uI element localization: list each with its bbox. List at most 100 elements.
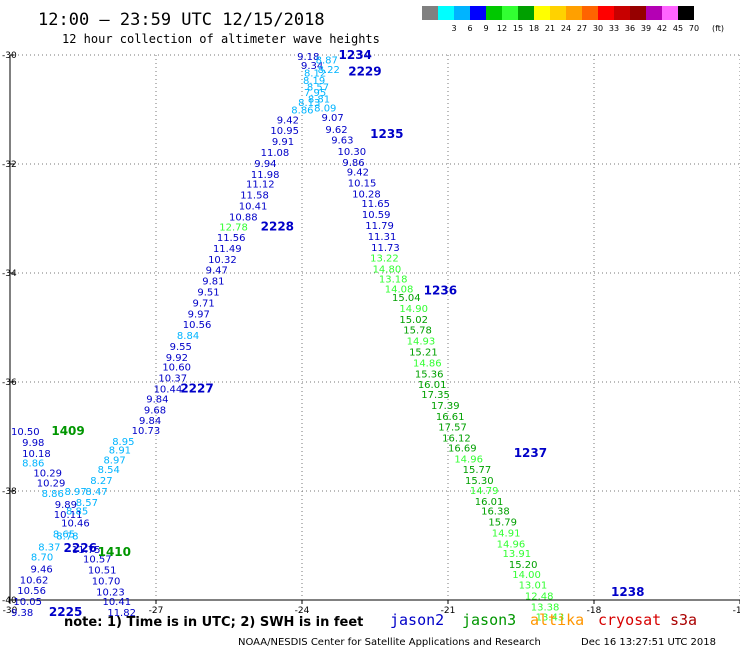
wave-height-label: 8.57 bbox=[307, 83, 329, 94]
wave-height-label: 17.35 bbox=[421, 390, 450, 401]
wave-height-label: 16.38 bbox=[481, 507, 510, 518]
page-title: 12:00 – 23:59 UTC 12/15/2018 bbox=[38, 10, 325, 30]
pass-time-label: 2227 bbox=[180, 382, 213, 396]
wave-height-label: 9.63 bbox=[331, 135, 353, 146]
wave-height-label: 10.46 bbox=[61, 519, 90, 530]
wave-height-label: 15.30 bbox=[465, 476, 494, 487]
wave-height-label: 10.32 bbox=[208, 255, 237, 266]
wave-height-label: 14.08 bbox=[385, 284, 414, 295]
wave-height-label: 9.97 bbox=[188, 309, 210, 320]
scale-swatch bbox=[678, 6, 694, 20]
scale-swatch bbox=[598, 6, 614, 20]
wave-height-label: 11.56 bbox=[217, 233, 246, 244]
scale-swatch bbox=[438, 6, 454, 20]
wave-height-label: 10.11 bbox=[54, 510, 83, 521]
scale-swatch bbox=[454, 6, 470, 20]
wave-height-label: 14.00 bbox=[512, 570, 541, 581]
wave-height-label: 17.57 bbox=[438, 423, 467, 434]
footnote: note: 1) Time is in UTC; 2) SWH is in fe… bbox=[64, 615, 363, 630]
wave-height-label: 9.89 bbox=[55, 500, 77, 511]
wave-height-label: 16.01 bbox=[418, 380, 447, 391]
y-tick-label: -36 bbox=[2, 378, 17, 388]
wave-height-label: 9.34 bbox=[301, 61, 323, 72]
plot-area: -30 -27 -24 -21 -18 -15 -30 -32 -34 -36 -38 -40 9.1… bbox=[2, 48, 740, 623]
pass-time-label: 1234 bbox=[339, 48, 372, 62]
wave-height-label: 10.73 bbox=[132, 426, 161, 437]
wave-height-label: 9.84 bbox=[139, 416, 161, 427]
wave-height-label: 14.86 bbox=[413, 358, 442, 369]
wave-height-label: 12.48 bbox=[525, 592, 554, 603]
wave-height-label: 10.18 bbox=[22, 449, 51, 460]
x-tick-label: -24 bbox=[295, 606, 310, 616]
wave-height-label: 10.57 bbox=[83, 555, 112, 566]
scale-tick-label: 24 bbox=[561, 24, 571, 33]
wave-height-label: 10.88 bbox=[229, 212, 258, 223]
wave-height-label: 11.58 bbox=[240, 191, 269, 202]
wave-height-label: 8.86 bbox=[42, 489, 64, 500]
legend-item-jason2: jason2 bbox=[390, 611, 444, 629]
wave-height-label: 10.41 bbox=[102, 597, 131, 608]
wave-height-label: 14.96 bbox=[454, 454, 483, 465]
x-tick-label: -15 bbox=[733, 606, 740, 616]
scale-swatch bbox=[534, 6, 550, 20]
wave-height-label: 14.93 bbox=[407, 337, 436, 348]
gridlines bbox=[10, 54, 740, 600]
y-tick-label: -30 bbox=[2, 51, 17, 61]
scale-tick-label: 18 bbox=[529, 24, 539, 33]
scale-tick-label: 27 bbox=[577, 24, 587, 33]
wave-height-label: 10.28 bbox=[352, 189, 381, 200]
pass-time-label: 1236 bbox=[424, 283, 457, 297]
scale-swatch bbox=[646, 6, 662, 20]
wave-height-label: 9.62 bbox=[325, 125, 347, 136]
wave-height-label: 8.37 bbox=[38, 543, 60, 554]
wave-height-label: 10.59 bbox=[362, 210, 391, 221]
y-tick-label: -38 bbox=[2, 487, 17, 497]
wave-height-label: 8.81 bbox=[308, 95, 330, 106]
wave-height-label: 11.08 bbox=[261, 148, 290, 159]
wave-height-label: 11.79 bbox=[365, 221, 394, 232]
pass-time-label: 1409 bbox=[51, 424, 84, 438]
wave-height-label: 10.60 bbox=[162, 363, 191, 374]
wave-height-label: 15.04 bbox=[392, 293, 421, 304]
wave-height-label: 10.29 bbox=[33, 468, 62, 479]
wave-height-label: 8.13 bbox=[298, 98, 320, 109]
scale-tick-label: 33 bbox=[609, 24, 619, 33]
pass-time-label: 2226 bbox=[64, 541, 97, 555]
wave-height-label: 15.77 bbox=[463, 465, 492, 476]
wave-height-label: 10.23 bbox=[96, 587, 125, 598]
wave-height-label: 13.43 bbox=[536, 612, 565, 623]
page-subtitle: 12 hour collection of altimeter wave hei… bbox=[62, 32, 380, 46]
wave-height-label: 12.78 bbox=[219, 223, 248, 234]
wave-height-label: 7.95 bbox=[304, 88, 326, 99]
credit-org: NOAA/NESDIS Center for Satellite Applica… bbox=[238, 637, 541, 648]
wave-height-label: 8.78 bbox=[56, 532, 78, 543]
wave-height-label: 9.42 bbox=[277, 115, 299, 126]
x-tick-label: -27 bbox=[149, 606, 164, 616]
legend-item-altika: altika bbox=[530, 611, 584, 629]
wave-height-label: 11.82 bbox=[107, 608, 136, 619]
wave-height-label: 11.31 bbox=[368, 232, 397, 243]
pass-time-label: 2229 bbox=[348, 64, 381, 78]
wave-height-label: 9.81 bbox=[202, 277, 224, 288]
credit-timestamp: Dec 16 13:27:51 UTC 2018 bbox=[581, 637, 716, 648]
wave-height-label: 8.22 bbox=[318, 65, 340, 76]
wave-height-label: 8.95 bbox=[112, 437, 134, 448]
wave-height-label: 8.84 bbox=[177, 331, 199, 342]
scale-swatch bbox=[630, 6, 646, 20]
wave-height-label: 8.65 bbox=[53, 530, 75, 541]
wave-height-label: 9.68 bbox=[144, 405, 166, 416]
scale-tick-label: 12 bbox=[497, 24, 507, 33]
wave-height-label: 8.86 bbox=[22, 459, 44, 470]
legend-item-s3a: s3a bbox=[670, 611, 697, 629]
wave-height-label: 8.87 bbox=[316, 55, 338, 66]
wave-height-label: 8.97 bbox=[65, 487, 87, 498]
wave-height-label: 8.97 bbox=[103, 455, 125, 466]
wave-height-label: 9.71 bbox=[193, 298, 215, 309]
wave-height-label: 15.79 bbox=[488, 518, 517, 529]
scale-tick-label: 6 bbox=[467, 24, 472, 33]
scale-unit-label: (ft) bbox=[712, 24, 724, 33]
pass-annotations: 1234 1235 1236 1237 1238 2229 2228 2227 1409 2226… bbox=[49, 48, 645, 619]
wave-height-label: 14.79 bbox=[470, 486, 499, 497]
tick-labels: -30 -27 -24 -21 -18 -15 -30 -32 -34 -36 -38 -40 bbox=[2, 51, 740, 616]
